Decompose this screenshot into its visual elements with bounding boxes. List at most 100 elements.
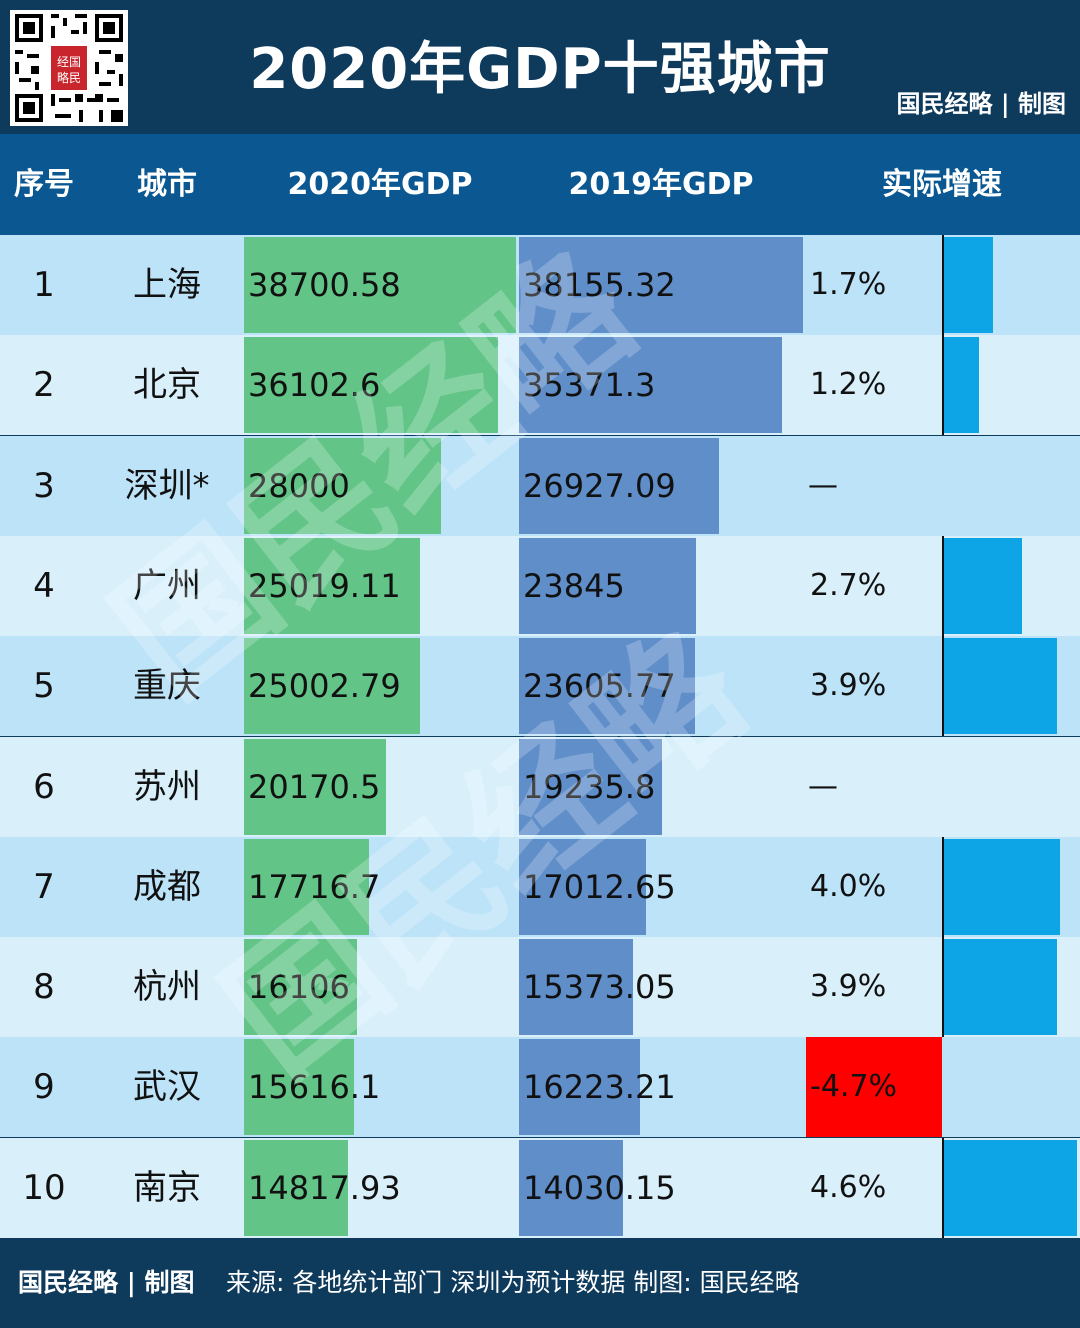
growth-axis: [942, 235, 944, 335]
gdp2019-bar: [519, 838, 646, 935]
gdp2020-bar: [244, 237, 516, 333]
gdp2019-bar: [519, 1139, 624, 1236]
table-row: 8 杭州 16106 15373.05 3.9%: [0, 937, 1080, 1038]
gdp2019-value: 35371.3: [523, 366, 656, 405]
city-cell: 深圳*: [124, 465, 210, 506]
gdp2019-bar: [519, 337, 783, 434]
gdp2019-bar: [519, 738, 663, 835]
gdp2020-value: 16106: [248, 968, 350, 1007]
growth-value: —: [808, 768, 838, 804]
rank-cell: 7: [33, 866, 55, 907]
growth-value: 3.9%: [810, 969, 887, 1005]
column-growth: 实际增速: [882, 167, 1002, 202]
growth-axis: [942, 636, 944, 737]
gdp2020-bar: [244, 437, 441, 534]
growth-value: 4.6%: [810, 1169, 887, 1205]
city-cell: 重庆: [133, 666, 201, 707]
growth-bar: [944, 1139, 1077, 1236]
gdp2019-bar: [519, 638, 695, 735]
gdp2019-value: 26927.09: [523, 466, 676, 505]
table-row: 3 深圳* 28000 26927.09 —: [0, 435, 1080, 536]
footer-brand: 国民经略 | 制图: [18, 1268, 195, 1297]
growth-value: —: [808, 467, 838, 503]
gdp2020-bar: [244, 638, 420, 735]
gdp2019-value: 38155.32: [523, 266, 676, 304]
brand-label: 国民经略 | 制图: [896, 89, 1066, 118]
gdp2019-value: 17012.65: [523, 867, 676, 906]
city-cell: 上海: [133, 265, 201, 305]
gdp2020-bar: [244, 1139, 349, 1236]
table-row: 5 重庆 25002.79 23605.77 3.9%: [0, 636, 1080, 737]
city-cell: 北京: [133, 365, 201, 406]
gdp2020-value: 14817.93: [248, 1168, 401, 1207]
column-city: 城市: [137, 167, 197, 202]
table-row: 2 北京 36102.6 35371.3 1.2%: [0, 335, 1080, 436]
svg-text:略民: 略民: [57, 70, 81, 85]
gdp2020-value: 25019.11: [248, 566, 401, 605]
gdp2020-bar: [244, 1039, 354, 1136]
growth-value: 3.9%: [810, 668, 887, 704]
city-cell: 苏州: [133, 766, 201, 807]
table-row: 7 成都 17716.7 17012.65 4.0%: [0, 836, 1080, 937]
rank-cell: 2: [33, 365, 55, 406]
gdp2019-value: 19235.8: [523, 767, 656, 806]
gdp2019-bar: [519, 1039, 640, 1136]
rank-cell: 1: [33, 265, 55, 305]
city-cell: 武汉: [133, 1067, 201, 1108]
table-row: 4 广州 25019.11 23845 2.7%: [0, 535, 1080, 636]
growth-bar: [944, 537, 1023, 634]
growth-axis: [942, 535, 944, 636]
qr-code-icon: 经国 略民: [10, 10, 128, 126]
rank-cell: 6: [33, 766, 55, 807]
gdp2020-value: 15616.1: [248, 1068, 381, 1107]
growth-value: 1.2%: [810, 367, 887, 403]
data-table: 1 上海 38700.58 38155.32 1.7% 2 北京 36102.6 35371.3…: [0, 235, 1080, 1238]
column-rank: 序号: [14, 167, 74, 202]
city-cell: 杭州: [133, 967, 201, 1008]
growth-value: -4.7%: [806, 1037, 942, 1138]
city-cell: 成都: [133, 866, 201, 907]
gdp2019-bar: [519, 237, 803, 333]
header-banner: 经国 略民 2020年GDP十强城市 国民经略 | 制图: [0, 0, 1080, 134]
gdp2019-value: 23845: [523, 566, 625, 605]
column-header-row: 序号 城市 2020年GDP 2019年GDP 实际增速: [0, 134, 1080, 235]
table-row: 10 南京 14817.93 14030.15 4.6%: [0, 1137, 1080, 1238]
growth-value: 4.0%: [810, 868, 887, 904]
gdp2020-value: 28000: [248, 466, 350, 505]
gdp2019-bar: [519, 939, 634, 1036]
rank-cell: 10: [22, 1167, 66, 1208]
table-row: 6 苏州 20170.5 19235.8 —: [0, 736, 1080, 837]
growth-axis: [942, 937, 944, 1038]
gdp2020-value: 38700.58: [248, 266, 401, 304]
gdp2019-bar: [519, 537, 697, 634]
growth-bar: [944, 638, 1057, 735]
footer-source: 来源: 各地统计部门 深圳为预计数据 制图: 国民经略: [226, 1268, 800, 1297]
growth-axis: [942, 1137, 944, 1238]
table-row: 9 武汉 15616.1 16223.21 -4.7%: [0, 1037, 1080, 1138]
city-cell: 广州: [133, 565, 201, 606]
footer-banner: 国民经略 | 制图 来源: 各地统计部门 深圳为预计数据 制图: 国民经略: [0, 1238, 1080, 1328]
gdp2020-bar: [244, 537, 420, 634]
gdp2020-value: 36102.6: [248, 366, 381, 405]
rank-cell: 8: [33, 967, 55, 1008]
gdp2020-bar: [244, 838, 369, 935]
growth-value: 1.7%: [810, 267, 887, 302]
column-gdp2019: 2019年GDP: [568, 167, 754, 202]
growth-bar: [944, 337, 979, 434]
page-title: 2020年GDP十强城市: [249, 37, 831, 102]
gdp2020-value: 20170.5: [248, 767, 381, 806]
gdp2020-value: 25002.79: [248, 667, 401, 706]
rank-cell: 9: [33, 1067, 55, 1108]
gdp2019-value: 23605.77: [523, 667, 676, 706]
growth-bar: [944, 838, 1060, 935]
gdp2020-value: 17716.7: [248, 867, 381, 906]
rank-cell: 3: [33, 465, 55, 506]
table-row: 1 上海 38700.58 38155.32 1.7%: [0, 235, 1080, 335]
growth-bar: [944, 237, 994, 333]
gdp2019-value: 15373.05: [523, 968, 676, 1007]
growth-value: 2.7%: [810, 567, 887, 603]
growth-bar: [944, 939, 1057, 1036]
rank-cell: 4: [33, 565, 55, 606]
gdp2020-bar: [244, 939, 358, 1036]
gdp2020-bar: [244, 738, 386, 835]
